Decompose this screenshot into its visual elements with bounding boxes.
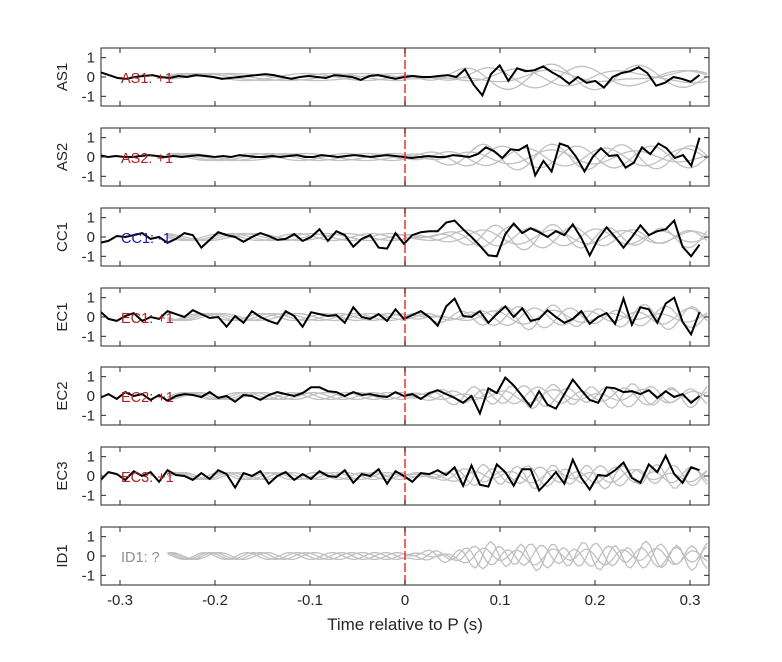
x-tick-label: 0.3 bbox=[680, 592, 701, 609]
y-tick-label: 0 bbox=[87, 309, 95, 326]
station-label: CC1 bbox=[54, 222, 71, 252]
y-tick-label: 0 bbox=[87, 468, 95, 485]
polarity-annotation: AS1: +1 bbox=[121, 71, 173, 87]
reference-trace bbox=[167, 542, 708, 570]
y-tick-label: 0 bbox=[87, 548, 95, 565]
reference-trace bbox=[167, 68, 708, 87]
y-tick-label: -1 bbox=[82, 407, 95, 424]
polarity-annotation: EC2: +1 bbox=[121, 390, 174, 406]
panel-id1: -1 0 1 ID1 ID1: ? bbox=[54, 526, 710, 586]
waveform-trace bbox=[101, 137, 701, 179]
y-tick-label: -1 bbox=[82, 567, 95, 584]
polarity-annotation: EC1: +1 bbox=[121, 311, 174, 327]
panel-cc1: -1 0 1 CC1 CC1: -1 bbox=[54, 207, 710, 267]
y-tick-label: 1 bbox=[87, 50, 95, 67]
waveform-trace bbox=[101, 63, 701, 98]
y-tick-label: 1 bbox=[87, 529, 95, 546]
waveform-trace bbox=[101, 453, 700, 493]
panel-ec2: -1 0 1 EC2 EC2: +1 bbox=[54, 366, 710, 426]
station-label: EC3 bbox=[54, 461, 71, 490]
waveform-trace bbox=[101, 218, 701, 258]
y-tick-label: -1 bbox=[82, 168, 95, 185]
y-tick-label: -1 bbox=[82, 248, 95, 265]
y-tick-label: 0 bbox=[87, 229, 95, 246]
panel-ec3: -1 0 1 EC3 EC3: +1 bbox=[54, 446, 710, 506]
y-tick-label: 1 bbox=[87, 449, 95, 466]
waveform-trace bbox=[101, 295, 701, 337]
reference-trace bbox=[167, 63, 708, 91]
polarity-annotation: AS2: +1 bbox=[121, 151, 173, 167]
y-tick-label: -1 bbox=[82, 487, 95, 504]
polarity-annotation: CC1: -1 bbox=[121, 231, 171, 247]
y-tick-label: 1 bbox=[87, 130, 95, 147]
panel-ec1: -1 0 1 EC1 EC1: +1 bbox=[54, 287, 710, 347]
y-tick-label: -1 bbox=[82, 88, 95, 105]
reference-trace bbox=[167, 143, 708, 171]
station-label: EC2 bbox=[54, 381, 71, 410]
y-tick-label: 0 bbox=[87, 149, 95, 166]
station-label: ID1 bbox=[54, 544, 71, 567]
station-label: EC1 bbox=[54, 302, 71, 331]
y-tick-label: -1 bbox=[82, 328, 95, 345]
x-axis-label: Time relative to P (s) bbox=[327, 615, 483, 634]
y-tick-label: 1 bbox=[87, 369, 95, 386]
x-tick-label: 0.1 bbox=[490, 592, 511, 609]
x-tick-label: 0 bbox=[401, 592, 409, 609]
x-tick-label: -0.3 bbox=[107, 592, 133, 609]
waveform-trace bbox=[101, 375, 701, 417]
reference-trace bbox=[167, 145, 708, 169]
y-tick-label: 1 bbox=[87, 210, 95, 227]
y-tick-label: 0 bbox=[87, 388, 95, 405]
x-tick-label: 0.2 bbox=[585, 592, 606, 609]
panel-as1: -1 0 1 AS1 AS1: +1 bbox=[54, 47, 710, 107]
reference-trace bbox=[167, 223, 708, 251]
station-label: AS2 bbox=[54, 143, 71, 171]
reference-trace bbox=[167, 540, 708, 572]
reference-trace bbox=[167, 463, 708, 490]
panel-as2: -1 0 1 AS2 AS2: +1 bbox=[54, 127, 710, 187]
station-label: AS1 bbox=[54, 63, 71, 91]
polarity-annotation: EC3: +1 bbox=[121, 470, 174, 486]
reference-trace bbox=[167, 386, 708, 406]
y-tick-label: 0 bbox=[87, 69, 95, 86]
polarity-annotation: ID1: ? bbox=[121, 550, 160, 566]
reference-trace bbox=[167, 305, 708, 329]
x-tick-label: -0.1 bbox=[297, 592, 323, 609]
y-tick-label: 1 bbox=[87, 290, 95, 307]
x-tick-label: -0.2 bbox=[202, 592, 228, 609]
